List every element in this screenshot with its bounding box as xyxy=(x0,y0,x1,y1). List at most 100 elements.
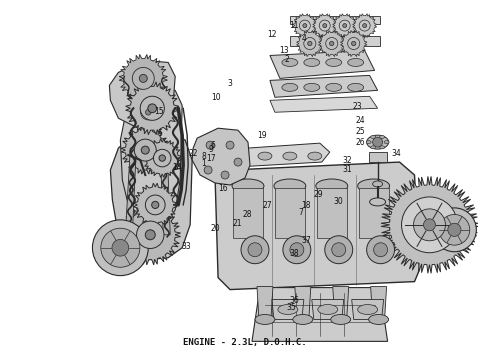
Polygon shape xyxy=(293,14,317,37)
Polygon shape xyxy=(125,82,179,135)
Text: 19: 19 xyxy=(257,131,267,140)
Text: 34: 34 xyxy=(392,149,401,158)
Text: 14: 14 xyxy=(172,163,181,172)
Circle shape xyxy=(330,41,334,46)
Ellipse shape xyxy=(274,179,306,193)
Circle shape xyxy=(323,24,327,28)
Text: 12: 12 xyxy=(267,30,277,39)
Text: 18: 18 xyxy=(301,201,311,210)
Circle shape xyxy=(299,20,310,31)
Circle shape xyxy=(326,37,338,50)
Circle shape xyxy=(141,146,149,154)
Circle shape xyxy=(374,243,388,257)
Ellipse shape xyxy=(233,152,247,160)
Text: 5: 5 xyxy=(157,129,162,138)
Circle shape xyxy=(325,236,353,264)
Polygon shape xyxy=(160,148,170,235)
Ellipse shape xyxy=(308,152,322,160)
Bar xyxy=(317,188,347,238)
Ellipse shape xyxy=(380,135,385,139)
Bar xyxy=(233,188,263,238)
Polygon shape xyxy=(215,162,419,289)
Text: 37: 37 xyxy=(301,237,311,246)
Polygon shape xyxy=(295,287,311,319)
Polygon shape xyxy=(133,183,177,227)
Circle shape xyxy=(93,220,148,276)
Polygon shape xyxy=(143,139,182,177)
Polygon shape xyxy=(192,128,250,185)
Text: 35: 35 xyxy=(287,303,296,312)
Text: 31: 31 xyxy=(343,165,352,174)
Ellipse shape xyxy=(380,146,385,149)
Ellipse shape xyxy=(368,315,389,324)
Polygon shape xyxy=(353,14,377,37)
Circle shape xyxy=(146,109,151,115)
Polygon shape xyxy=(257,287,273,319)
Circle shape xyxy=(101,228,140,267)
Circle shape xyxy=(283,236,311,264)
Ellipse shape xyxy=(369,198,386,206)
Ellipse shape xyxy=(370,135,376,139)
Polygon shape xyxy=(210,143,330,168)
Polygon shape xyxy=(352,300,384,319)
Text: 36: 36 xyxy=(289,296,299,305)
Text: 6: 6 xyxy=(211,141,216,150)
Circle shape xyxy=(363,24,367,28)
Ellipse shape xyxy=(316,179,348,193)
Text: 33: 33 xyxy=(181,242,191,251)
Polygon shape xyxy=(131,96,165,129)
Bar xyxy=(275,188,305,238)
Text: 24: 24 xyxy=(355,116,365,125)
Polygon shape xyxy=(333,14,357,37)
Text: ENGINE - 2.3L, D.O.H.C.: ENGINE - 2.3L, D.O.H.C. xyxy=(183,338,307,347)
Circle shape xyxy=(339,20,350,31)
Polygon shape xyxy=(125,148,136,235)
Ellipse shape xyxy=(258,152,272,160)
Circle shape xyxy=(141,105,156,120)
Ellipse shape xyxy=(331,315,351,324)
Ellipse shape xyxy=(372,181,383,187)
Circle shape xyxy=(359,20,370,31)
Text: 28: 28 xyxy=(243,210,252,219)
Circle shape xyxy=(153,149,171,167)
Text: 9: 9 xyxy=(208,145,213,154)
Polygon shape xyxy=(252,288,388,341)
Circle shape xyxy=(221,171,229,179)
Ellipse shape xyxy=(326,58,342,67)
Circle shape xyxy=(351,41,356,46)
Polygon shape xyxy=(110,128,192,260)
Polygon shape xyxy=(270,75,378,97)
Polygon shape xyxy=(296,31,323,57)
Ellipse shape xyxy=(370,146,376,149)
Polygon shape xyxy=(121,126,170,174)
Circle shape xyxy=(204,166,212,174)
Circle shape xyxy=(414,209,445,241)
Circle shape xyxy=(112,239,129,256)
Polygon shape xyxy=(333,287,349,319)
Circle shape xyxy=(234,158,242,166)
Ellipse shape xyxy=(282,84,298,91)
Text: 2: 2 xyxy=(284,55,289,64)
Text: 11: 11 xyxy=(289,21,298,30)
Ellipse shape xyxy=(293,315,313,324)
Circle shape xyxy=(206,141,214,149)
Text: 32: 32 xyxy=(343,156,352,165)
Polygon shape xyxy=(121,88,182,228)
Polygon shape xyxy=(270,96,378,112)
Circle shape xyxy=(137,221,164,248)
Polygon shape xyxy=(272,300,304,319)
Text: 22: 22 xyxy=(189,149,198,158)
Text: 1: 1 xyxy=(201,159,206,168)
Polygon shape xyxy=(270,50,375,78)
Ellipse shape xyxy=(358,305,378,315)
Ellipse shape xyxy=(348,58,364,67)
Ellipse shape xyxy=(326,84,342,91)
Text: 17: 17 xyxy=(206,154,216,163)
Ellipse shape xyxy=(282,58,298,67)
Text: 15: 15 xyxy=(155,107,164,116)
Ellipse shape xyxy=(366,141,371,144)
Text: 21: 21 xyxy=(233,219,243,228)
Ellipse shape xyxy=(318,305,338,315)
Polygon shape xyxy=(119,54,168,102)
Polygon shape xyxy=(312,300,343,319)
